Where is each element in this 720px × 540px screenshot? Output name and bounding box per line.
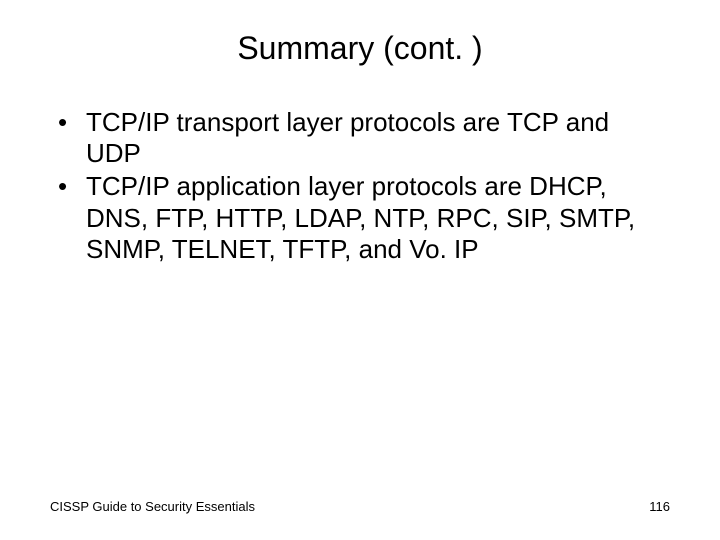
bullet-list: TCP/IP transport layer protocols are TCP… [50, 107, 670, 265]
slide-container: Summary (cont. ) TCP/IP transport layer … [0, 0, 720, 540]
slide-title: Summary (cont. ) [50, 30, 670, 67]
footer-left-text: CISSP Guide to Security Essentials [50, 499, 255, 514]
bullet-item: TCP/IP transport layer protocols are TCP… [50, 107, 670, 169]
bullet-item: TCP/IP application layer protocols are D… [50, 171, 670, 265]
slide-content: TCP/IP transport layer protocols are TCP… [50, 107, 670, 499]
slide-footer: CISSP Guide to Security Essentials 116 [50, 499, 670, 520]
page-number: 116 [649, 499, 670, 514]
